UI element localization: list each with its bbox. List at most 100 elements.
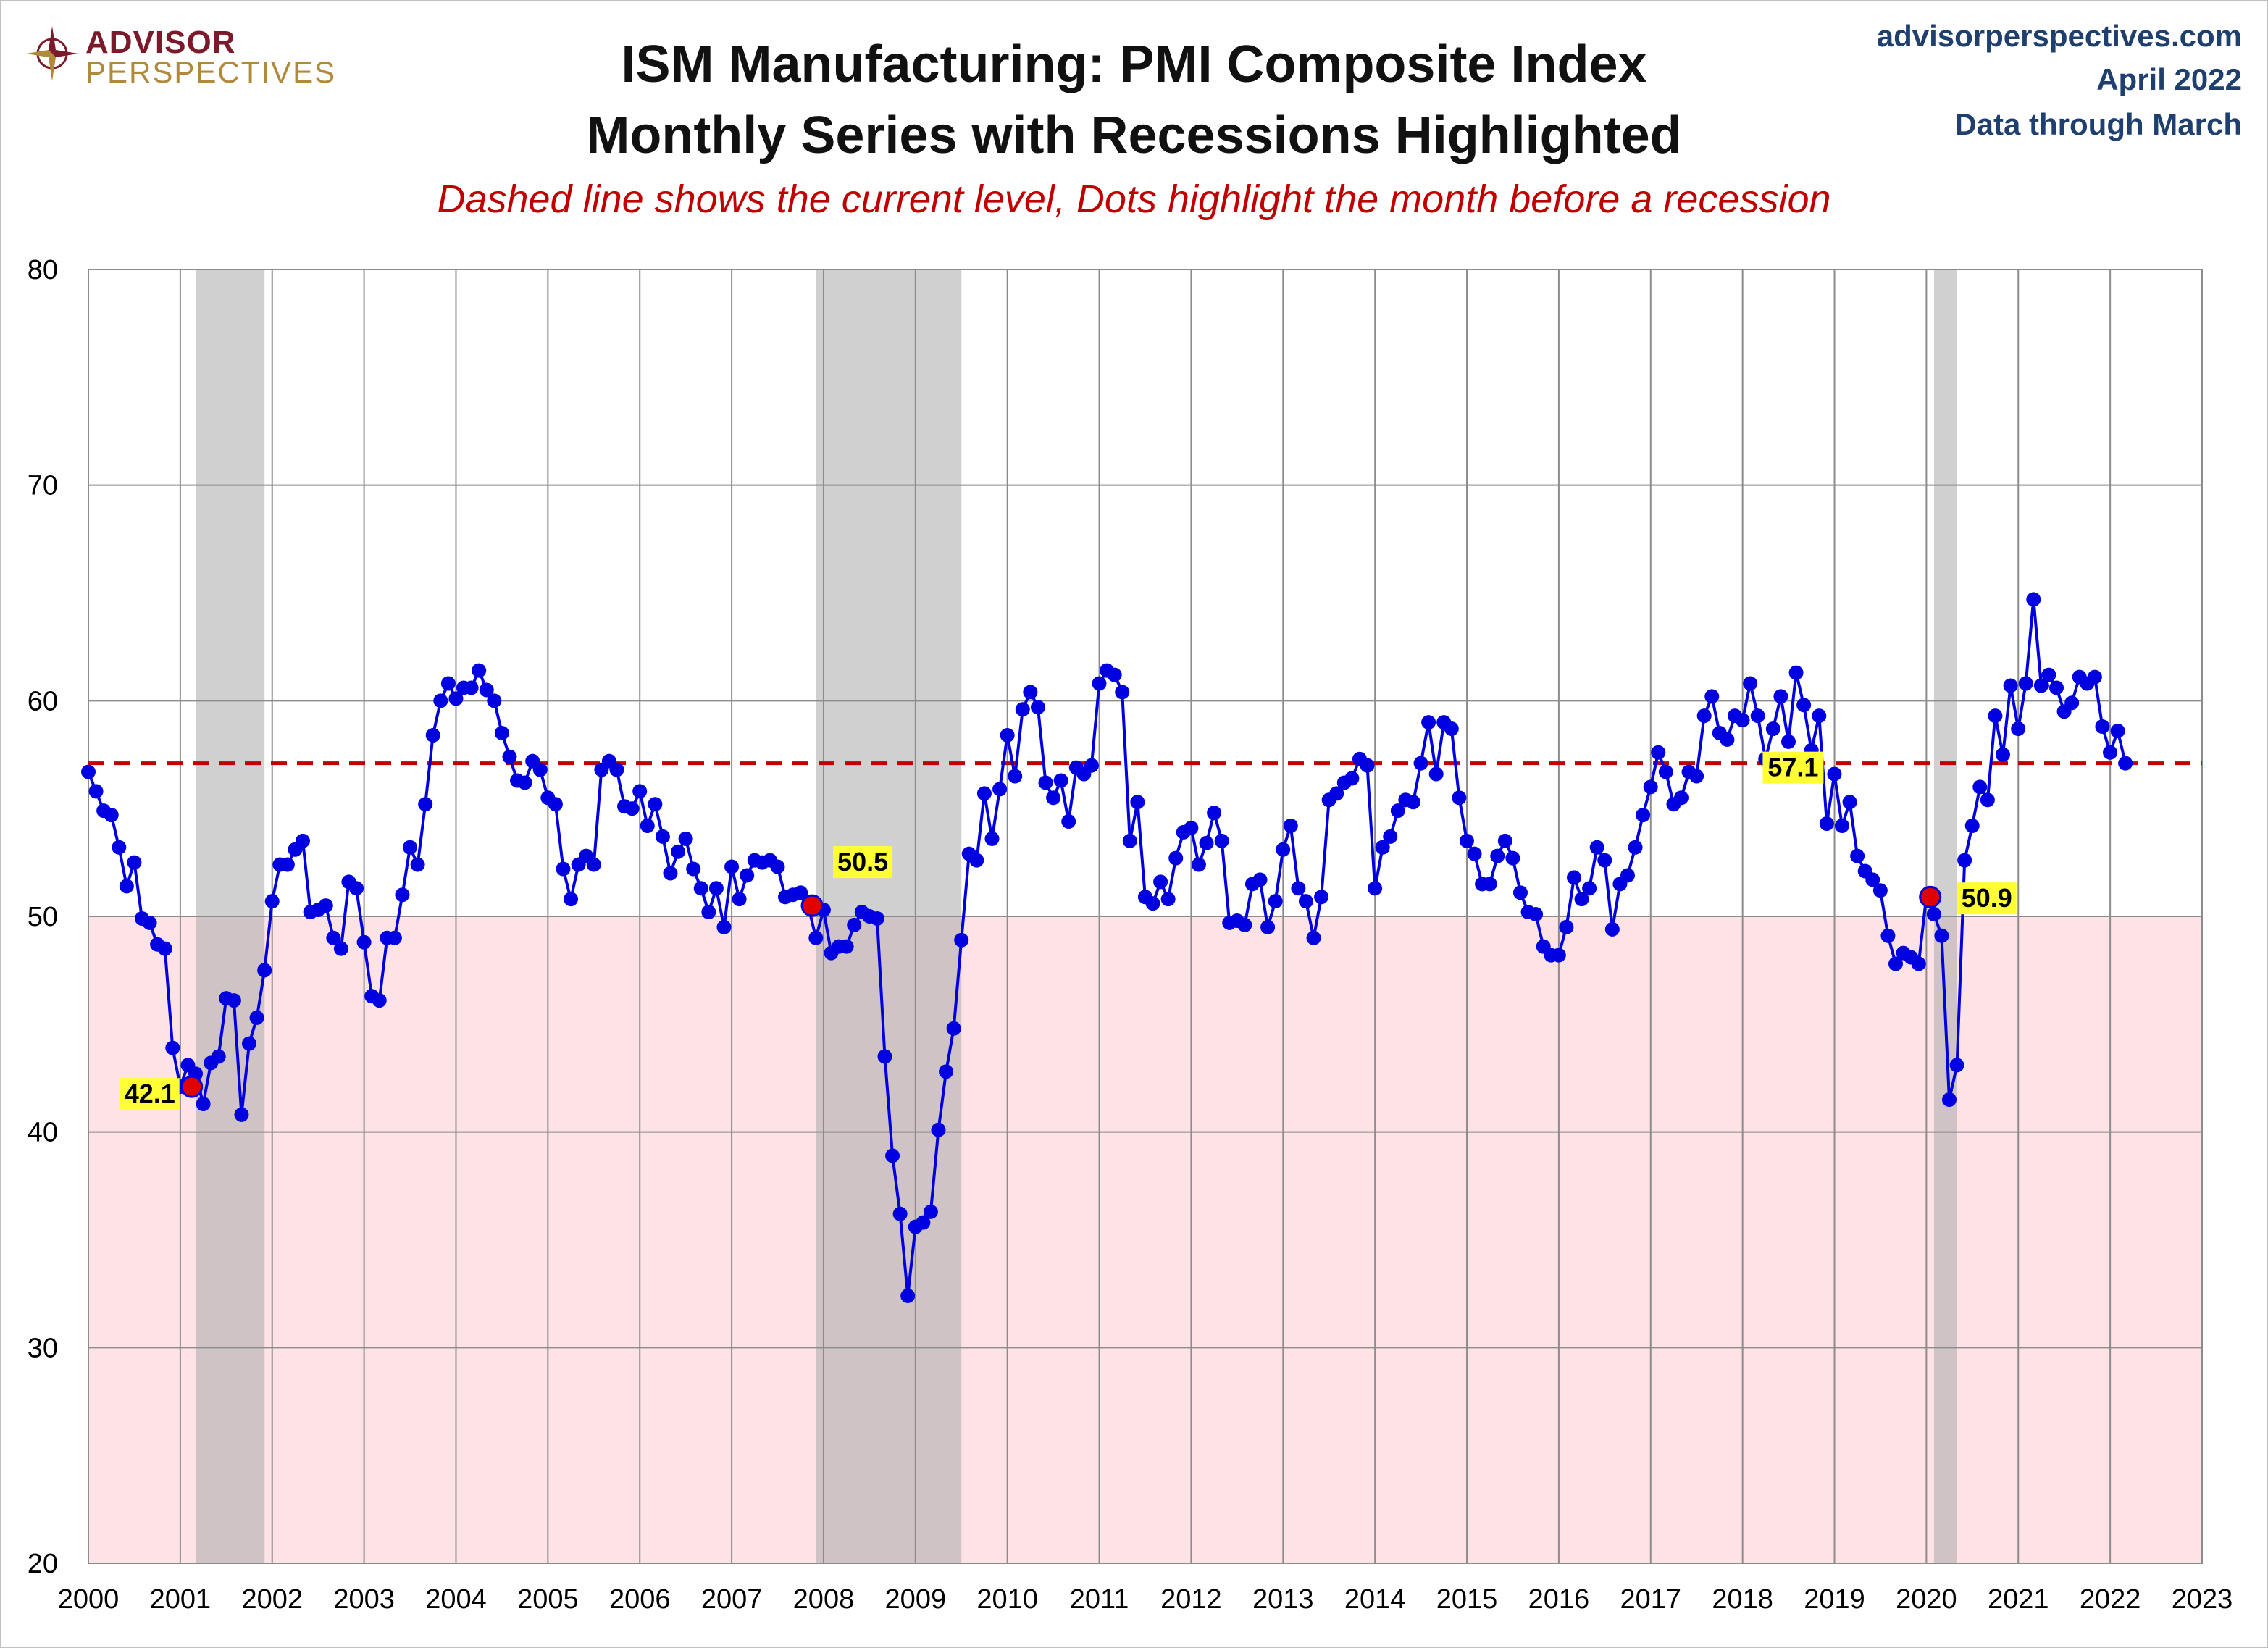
pmi-data-point <box>1765 721 1780 737</box>
pmi-data-point <box>2064 695 2080 711</box>
x-tick-label: 2001 <box>150 1584 212 1615</box>
y-tick-label: 30 <box>28 1333 58 1363</box>
pmi-data-point <box>1773 689 1788 704</box>
pmi-data-point <box>1268 894 1283 909</box>
pmi-data-point <box>440 676 456 691</box>
pmi-data-point <box>1819 816 1834 832</box>
pmi-data-point <box>242 1036 257 1051</box>
pmi-data-point <box>234 1107 249 1122</box>
pmi-data-point <box>1651 745 1666 760</box>
pmi-data-point <box>1528 907 1544 922</box>
x-tick-label: 2013 <box>1252 1584 1314 1615</box>
pmi-data-point <box>387 930 402 945</box>
pmi-data-point <box>1107 667 1122 682</box>
pmi-data-point <box>1122 833 1137 848</box>
pmi-data-point <box>1329 786 1344 801</box>
pmi-data-point <box>793 885 808 900</box>
pmi-data-point <box>808 930 824 945</box>
pmi-data-point <box>333 941 348 956</box>
pmi-data-point <box>1988 708 2003 724</box>
pmi-data-point <box>403 840 418 855</box>
pmi-data-point <box>1934 928 1949 943</box>
pmi-data-point <box>923 1204 938 1219</box>
pmi-data-point <box>1796 698 1812 713</box>
point-label: 50.5 <box>837 847 888 877</box>
pmi-data-point <box>1053 773 1068 788</box>
pmi-data-point <box>609 762 624 777</box>
pmi-data-point <box>1604 921 1620 937</box>
pmi-data-point <box>1260 919 1276 934</box>
pmi-data-point <box>1696 708 1712 724</box>
pmi-data-point <box>1780 734 1796 749</box>
pmi-data-point <box>165 1040 180 1055</box>
pmi-data-point <box>946 1021 961 1036</box>
pmi-data-point <box>1888 956 1904 971</box>
pmi-data-point <box>716 919 732 934</box>
pmi-data-point <box>494 725 509 740</box>
pmi-data-point <box>2003 678 2018 693</box>
pmi-data-point <box>648 797 663 812</box>
pmi-data-point <box>1559 919 1574 934</box>
pmi-data-point <box>1421 715 1436 730</box>
pmi-data-point <box>556 861 571 877</box>
pmi-data-point <box>548 797 563 812</box>
pmi-data-point <box>1115 685 1130 700</box>
pmi-data-point <box>740 868 755 883</box>
contraction-zone <box>88 916 2202 1563</box>
pmi-data-point <box>1972 779 1988 795</box>
pmi-data-point <box>1092 676 1107 691</box>
current-level-label-box <box>1762 751 1824 784</box>
pmi-data-point <box>119 879 134 894</box>
pmi-data-point <box>1689 769 1704 784</box>
pmi-data-point <box>249 1010 264 1025</box>
pmi-data-point <box>1314 890 1329 905</box>
pmi-data-point <box>112 840 127 855</box>
pmi-data-point <box>1926 907 1941 922</box>
pmi-data-point <box>900 1288 916 1303</box>
pmi-data-point <box>724 859 740 874</box>
y-tick-label: 40 <box>28 1118 58 1148</box>
pmi-data-point <box>1038 775 1053 790</box>
pmi-data-point <box>1184 820 1199 835</box>
x-tick-label: 2019 <box>1804 1584 1865 1615</box>
pmi-data-point <box>448 691 464 706</box>
pmi-data-point <box>992 782 1008 797</box>
pmi-data-point <box>1459 833 1474 848</box>
pmi-data-point <box>701 905 716 920</box>
pmi-data-point <box>2026 592 2041 607</box>
pmi-data-point <box>976 786 992 801</box>
pmi-data-point <box>632 784 648 799</box>
point-label-box <box>833 846 893 879</box>
pmi-data-point <box>280 857 295 872</box>
pmi-data-point <box>433 693 448 708</box>
pmi-data-point <box>1276 842 1291 857</box>
pmi-data-point <box>1199 835 1214 850</box>
pmi-data-point <box>916 1215 931 1230</box>
pmi-data-point <box>939 1064 954 1079</box>
pmi-data-point <box>954 932 969 948</box>
pmi-data-point <box>1574 892 1589 907</box>
pmi-data-point <box>1015 702 1030 717</box>
pmi-data-point <box>1582 881 1597 896</box>
pmi-data-point <box>127 855 142 870</box>
pmi-data-point <box>410 857 425 872</box>
compass-rose-icon <box>26 26 78 81</box>
pmi-data-point <box>624 801 640 816</box>
pmi-data-point <box>318 898 333 913</box>
data-through-note: Data through March <box>1954 107 2242 141</box>
pmi-data-point <box>1957 853 1972 868</box>
pmi-data-point <box>1413 756 1428 771</box>
pre-recession-point <box>1919 885 1942 908</box>
plot-border <box>88 269 2203 1564</box>
pmi-data-point <box>395 887 410 903</box>
x-tick-label: 2014 <box>1344 1584 1406 1615</box>
pmi-data-point <box>296 833 311 848</box>
x-tick-label: 2004 <box>425 1584 487 1615</box>
pmi-data-point <box>2041 667 2056 682</box>
pmi-data-point <box>2033 678 2049 693</box>
pmi-data-point <box>885 1148 900 1163</box>
x-tick-label: 2022 <box>2080 1584 2141 1615</box>
pmi-data-point <box>2095 719 2110 735</box>
chart-title: ISM Manufacturing: PMI Composite Index <box>621 35 1647 93</box>
